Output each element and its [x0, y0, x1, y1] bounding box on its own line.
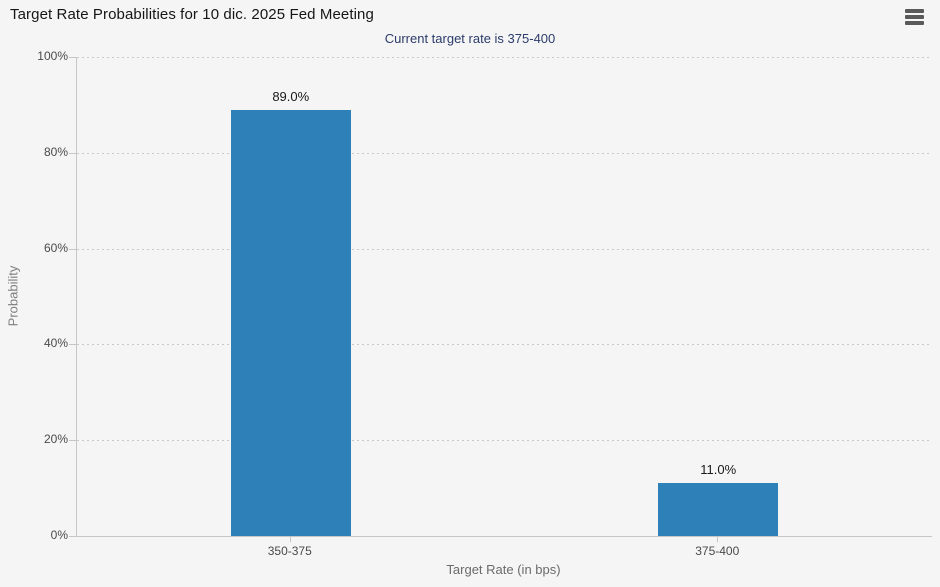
- quikstrike-watermark: Q: [772, 57, 932, 167]
- y-axis-title: Probability: [5, 265, 21, 327]
- y-tick-mark: [69, 536, 76, 537]
- x-tick-mark: [717, 537, 719, 542]
- x-tick-mark: [289, 537, 291, 542]
- chart-title: Target Rate Probabilities for 10 dic. 20…: [10, 6, 374, 23]
- y-tick-label: 80%: [43, 144, 68, 159]
- grid-line-100%: [77, 57, 932, 58]
- grid-line-60%: [77, 248, 932, 250]
- bar-375-400[interactable]: [658, 483, 779, 536]
- x-tick-label: 375-400: [695, 544, 740, 558]
- y-tick-label: 20%: [43, 432, 68, 447]
- y-tick-mark: [69, 248, 76, 250]
- y-tick-label: 100%: [37, 49, 68, 63]
- grid-line-80%: [77, 152, 932, 154]
- x-axis-title: Target Rate (in bps): [446, 562, 561, 577]
- y-tick-label: 60%: [43, 240, 68, 255]
- chart-subtitle: Current target rate is 375-400: [384, 31, 556, 46]
- grid-line-20%: [77, 440, 932, 442]
- x-tick-label: 350-375: [267, 544, 312, 558]
- bar-value-label: 89.0%: [272, 88, 310, 104]
- bar-value-label: 11.0%: [700, 462, 737, 478]
- bar-350-375[interactable]: [230, 109, 351, 536]
- y-tick-mark: [69, 440, 76, 442]
- menu-button[interactable]: [905, 9, 925, 26]
- grid-line-40%: [77, 344, 932, 346]
- y-tick-mark: [69, 57, 76, 58]
- plot-area: Q 89.0% 11.0%: [76, 57, 932, 537]
- hamburger-icon: [905, 9, 925, 25]
- y-tick-label: 40%: [43, 336, 68, 351]
- y-tick-mark: [69, 344, 76, 346]
- y-tick-label: 0%: [50, 528, 68, 542]
- y-tick-mark: [69, 152, 76, 154]
